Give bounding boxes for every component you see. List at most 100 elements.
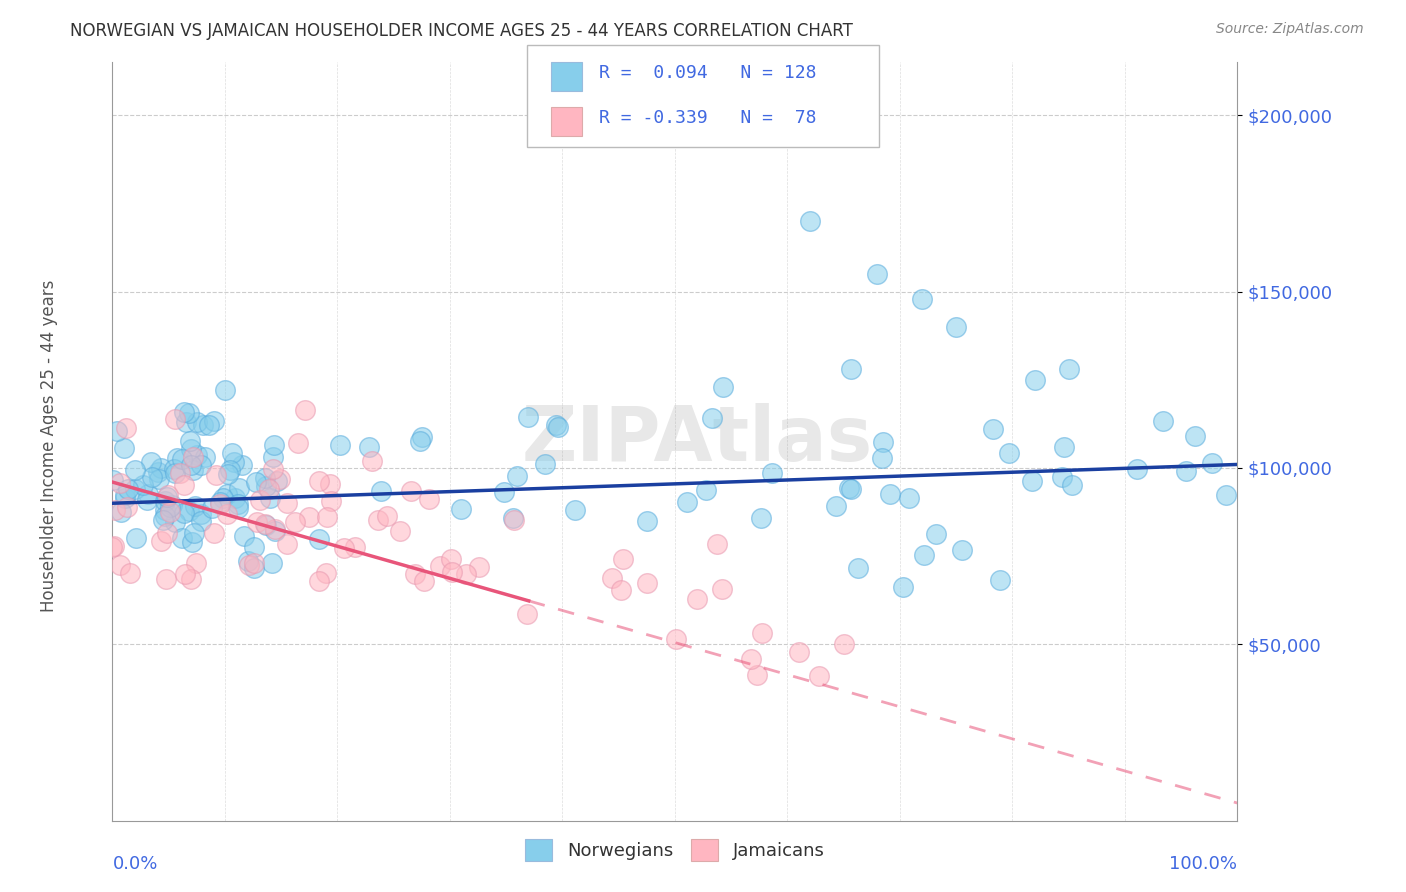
Point	[1057, 362, 1080, 376]
Point	[112, 441, 135, 455]
Point	[181, 463, 204, 477]
Point	[190, 507, 212, 521]
Point	[600, 571, 623, 585]
Point	[912, 548, 935, 562]
Point	[221, 445, 243, 459]
Point	[747, 668, 769, 682]
Point	[260, 556, 283, 570]
Point	[787, 645, 810, 659]
Point	[502, 510, 524, 524]
Point	[254, 517, 277, 532]
Point	[124, 531, 146, 545]
Point	[163, 466, 186, 480]
Text: 100.0%: 100.0%	[1170, 855, 1237, 872]
Point	[389, 524, 412, 538]
Point	[138, 487, 160, 501]
Point	[506, 469, 529, 483]
Point	[925, 526, 948, 541]
Point	[184, 499, 207, 513]
Point	[165, 515, 187, 529]
Point	[911, 292, 934, 306]
Point	[238, 558, 260, 573]
Point	[180, 458, 202, 472]
Point	[315, 566, 337, 580]
Point	[208, 495, 231, 509]
Point	[872, 435, 894, 450]
Point	[1201, 456, 1223, 470]
Point	[665, 632, 688, 646]
Point	[226, 497, 249, 511]
Point	[546, 417, 568, 432]
Point	[367, 513, 389, 527]
Point	[243, 556, 266, 570]
Point	[150, 461, 173, 475]
Point	[194, 450, 217, 464]
Point	[179, 434, 201, 448]
Point	[517, 409, 540, 424]
Point	[110, 558, 132, 572]
Point	[233, 528, 256, 542]
Point	[866, 267, 889, 281]
Point	[950, 542, 973, 557]
Text: R =  0.094   N = 128: R = 0.094 N = 128	[599, 64, 817, 82]
Point	[988, 573, 1011, 587]
Point	[807, 669, 830, 683]
Point	[136, 493, 159, 508]
Point	[711, 582, 734, 597]
Point	[180, 572, 202, 586]
Point	[141, 455, 163, 469]
Point	[839, 482, 862, 496]
Point	[409, 434, 432, 448]
Point	[413, 574, 436, 588]
Point	[872, 450, 894, 465]
Text: NORWEGIAN VS JAMAICAN HOUSEHOLDER INCOME AGES 25 - 44 YEARS CORRELATION CHART: NORWEGIAN VS JAMAICAN HOUSEHOLDER INCOME…	[70, 22, 853, 40]
Point	[254, 517, 277, 532]
Point	[181, 450, 204, 465]
Point	[287, 435, 309, 450]
Point	[243, 540, 266, 554]
Point	[266, 474, 288, 488]
Point	[695, 483, 717, 498]
Point	[155, 502, 177, 516]
Point	[177, 503, 200, 517]
Point	[257, 482, 280, 496]
Point	[440, 552, 463, 566]
Point	[254, 479, 277, 493]
Point	[245, 475, 267, 489]
Point	[1184, 428, 1206, 442]
Point	[1021, 474, 1043, 488]
Point	[190, 458, 212, 472]
Point	[186, 415, 208, 429]
Point	[226, 501, 249, 516]
Point	[564, 503, 586, 517]
Point	[319, 477, 342, 491]
Point	[308, 475, 330, 489]
Point	[264, 524, 287, 539]
Point	[186, 556, 208, 570]
Point	[945, 320, 967, 334]
Point	[159, 505, 181, 519]
Text: Source: ZipAtlas.com: Source: ZipAtlas.com	[1216, 22, 1364, 37]
Point	[998, 446, 1021, 460]
Point	[1024, 373, 1046, 387]
Point	[101, 540, 124, 554]
Point	[114, 488, 136, 502]
Point	[329, 438, 352, 452]
Point	[160, 498, 183, 512]
Point	[132, 477, 155, 491]
Point	[157, 487, 180, 501]
Point	[101, 473, 124, 487]
Point	[636, 576, 658, 591]
Point	[316, 509, 339, 524]
Point	[1053, 440, 1076, 454]
Point	[825, 499, 848, 513]
Point	[418, 492, 440, 507]
Point	[429, 558, 451, 573]
Point	[141, 469, 163, 483]
Point	[155, 572, 177, 586]
Point	[209, 497, 232, 511]
Point	[172, 451, 194, 466]
Text: R = -0.339   N =  78: R = -0.339 N = 78	[599, 109, 817, 127]
Point	[186, 448, 208, 462]
Point	[343, 540, 366, 554]
